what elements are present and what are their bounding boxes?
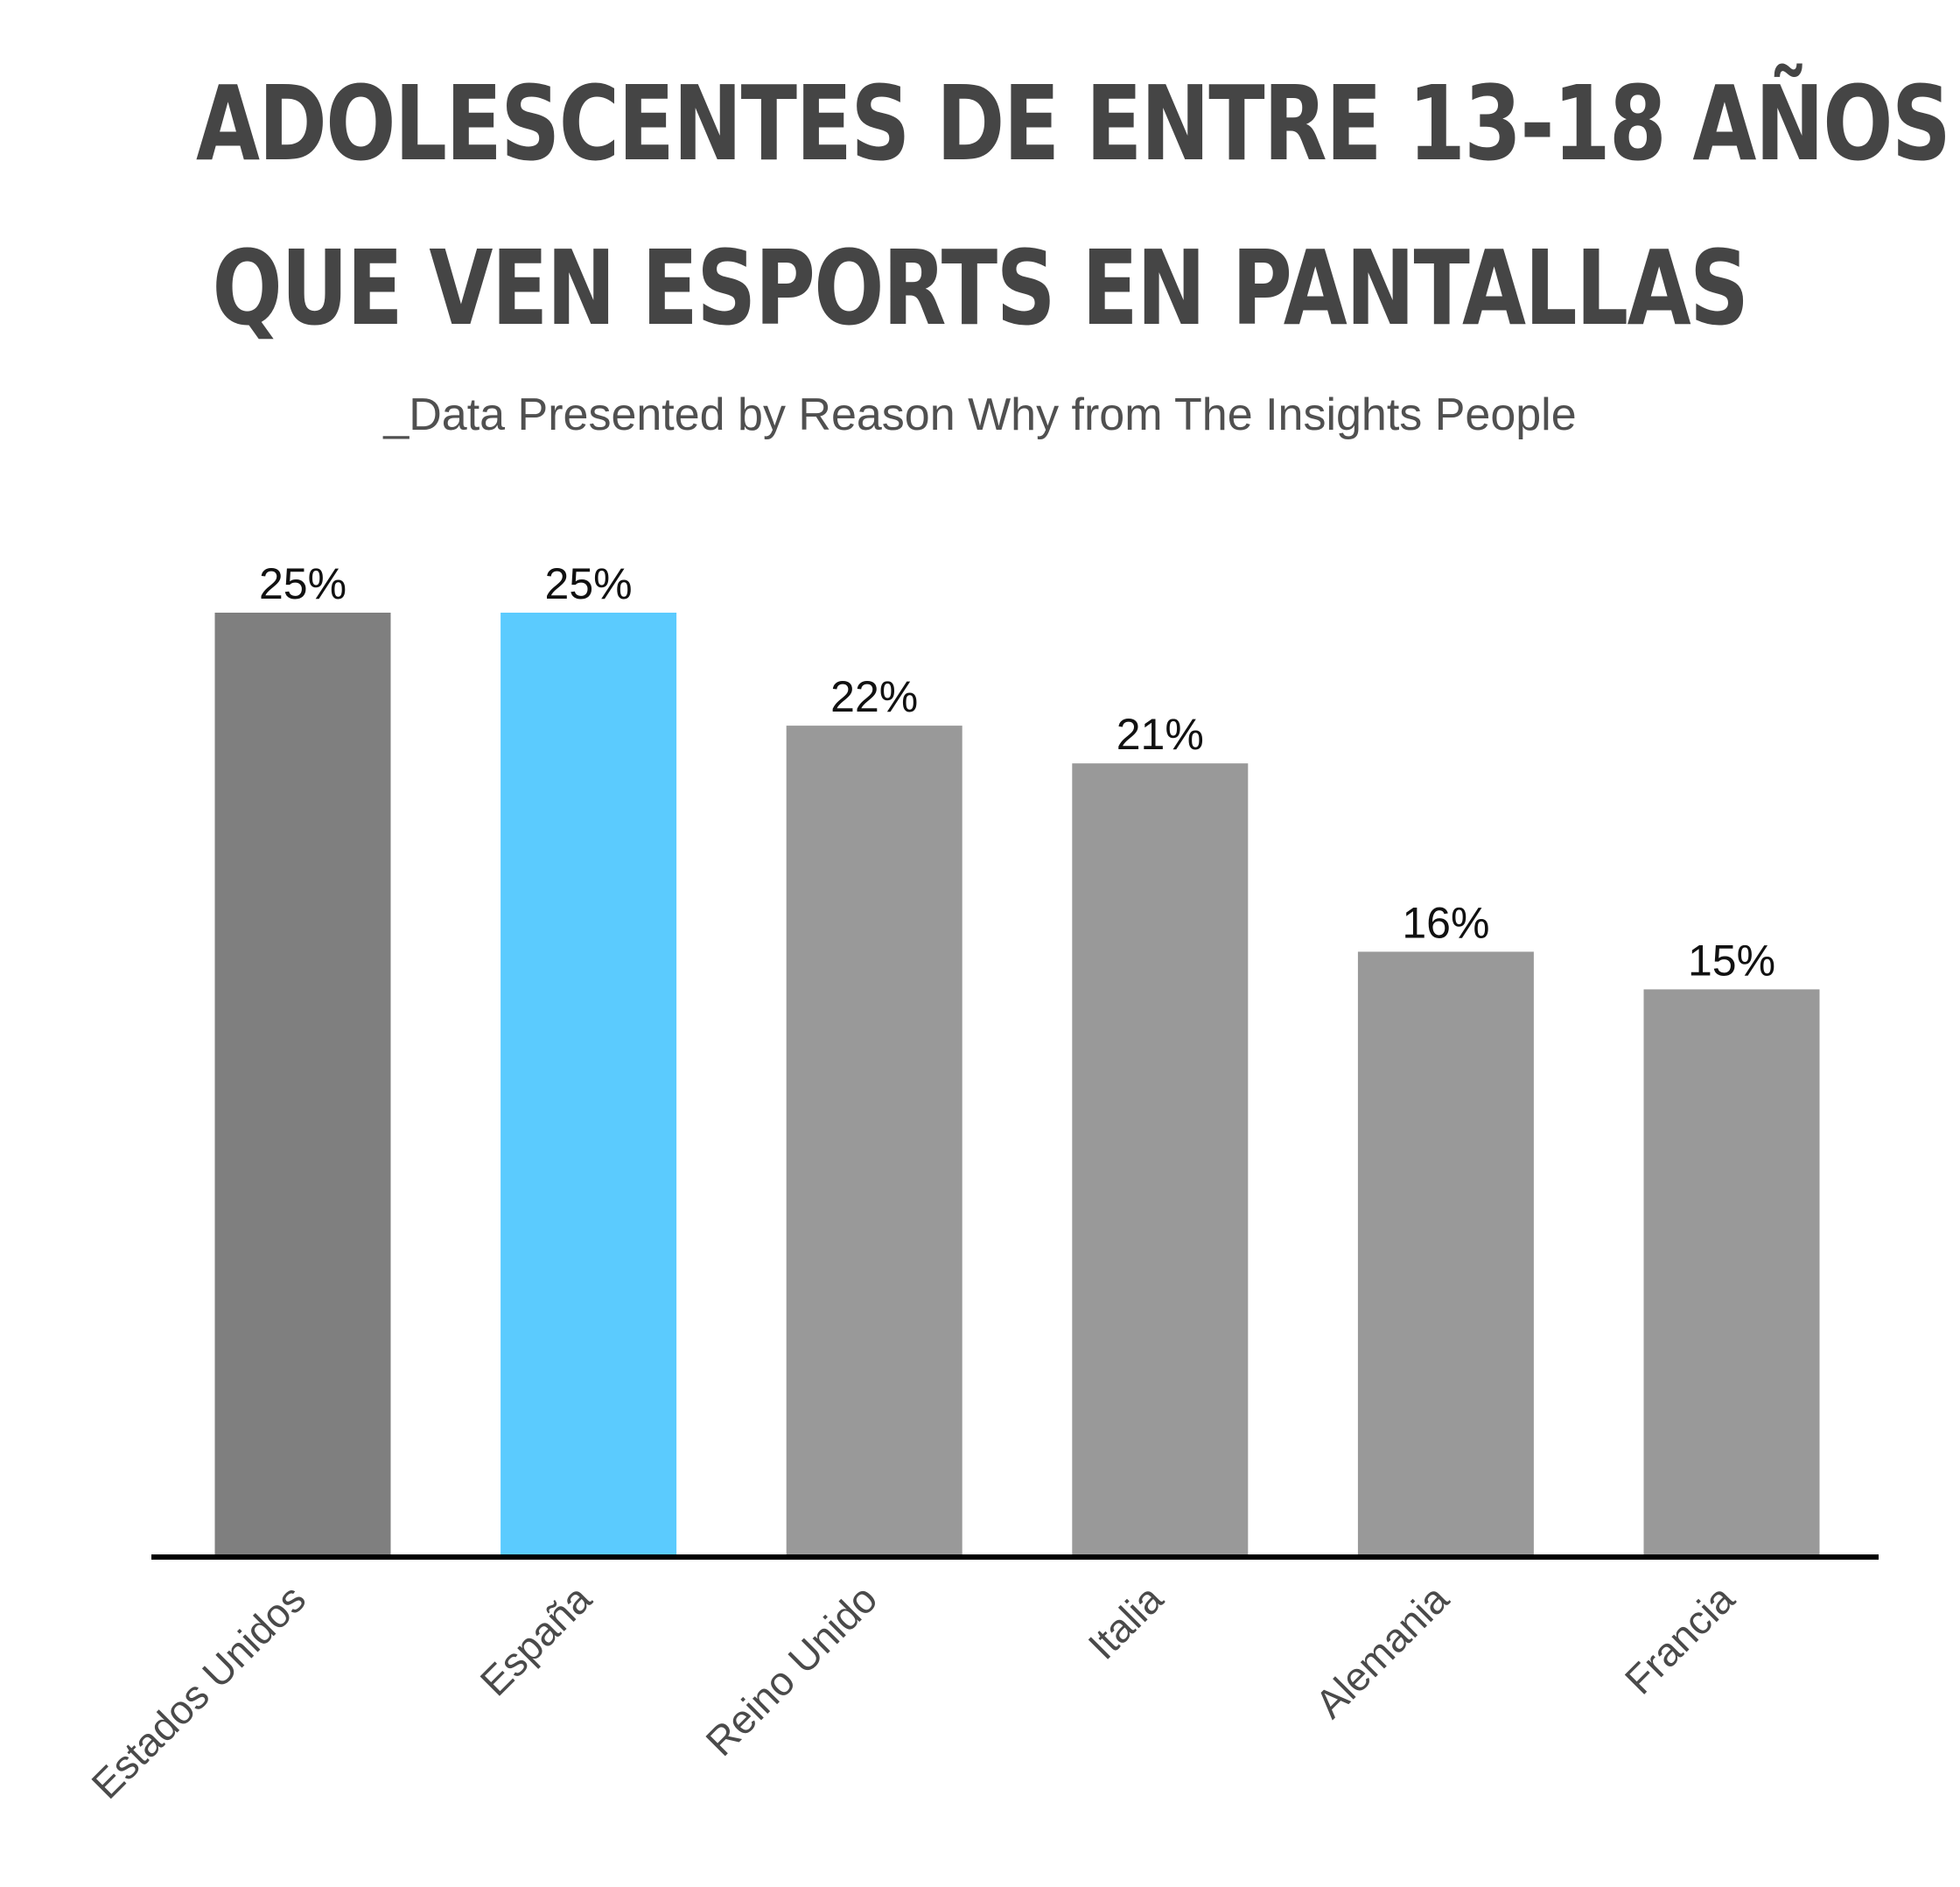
value-labels-group: 25% 25% 22% 21% 16% 15% [259, 559, 1775, 985]
bar-0 [214, 613, 391, 1554]
value-label-4: 16% [1402, 898, 1489, 947]
bar-2 [786, 726, 962, 1554]
chart-title-line-1: ADOLESCENTES DE ENTRE 13-18 AÑOS [196, 63, 1951, 184]
value-label-5: 15% [1688, 936, 1775, 985]
category-label-5: Francia [1616, 1575, 1744, 1703]
bar-4 [1357, 951, 1534, 1554]
value-label-2: 22% [830, 672, 918, 721]
chart-subtitle: _Data Presented by Reason Why from The I… [383, 389, 1577, 440]
category-labels-group: Estados Unidos España Reino Unido Italia Ale… [82, 1575, 1743, 1807]
category-label-4: Alemania [1306, 1575, 1458, 1727]
category-label-3: Italia [1079, 1575, 1172, 1668]
value-label-1: 25% [545, 559, 633, 608]
category-label-1: España [472, 1575, 600, 1704]
category-label-2: Reino Unido [696, 1575, 886, 1764]
value-label-3: 21% [1116, 710, 1204, 759]
value-label-0: 25% [259, 559, 346, 608]
bar-5 [1643, 989, 1820, 1554]
bar-1 [500, 613, 677, 1554]
bar-3 [1072, 763, 1249, 1554]
chart-title-line-2: QUE VEN ESPORTS EN PANTALLAS [212, 228, 1749, 348]
category-label-0: Estados Unidos [82, 1575, 314, 1807]
bars-group [214, 613, 1820, 1554]
